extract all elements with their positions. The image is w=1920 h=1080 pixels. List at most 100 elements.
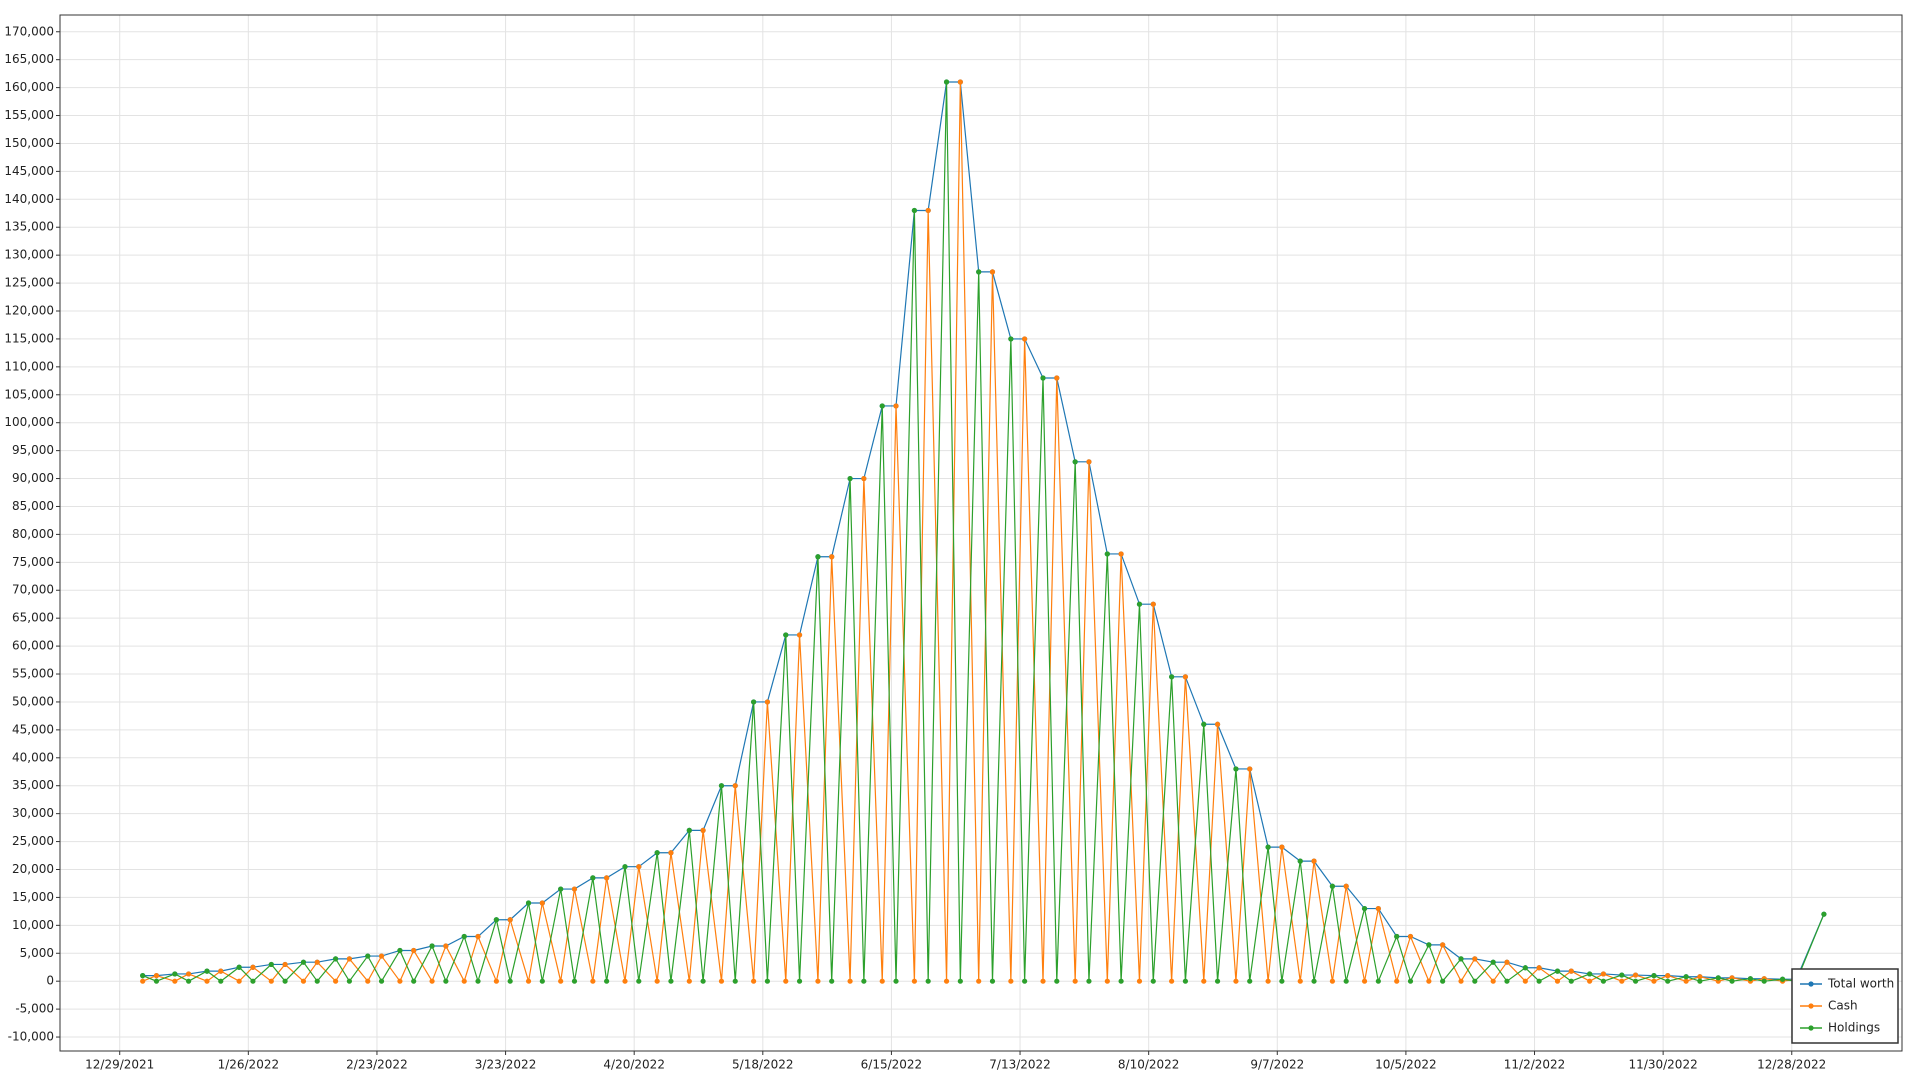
point <box>1297 978 1303 984</box>
point <box>1086 978 1092 984</box>
point <box>397 978 403 984</box>
y-tick-label: 20,000 <box>12 862 54 876</box>
point <box>1587 971 1593 977</box>
point <box>1600 978 1607 984</box>
legend: Total worth Cash Holdings <box>1791 968 1899 1044</box>
point <box>1426 942 1432 948</box>
point <box>686 827 692 833</box>
point <box>1407 978 1414 984</box>
point <box>783 632 789 638</box>
point <box>861 978 867 984</box>
x-tick-label: 1/26/2022 <box>218 1058 280 1072</box>
point <box>539 978 545 984</box>
point <box>153 973 160 979</box>
point <box>282 961 288 968</box>
point <box>1072 459 1078 465</box>
point <box>1201 721 1207 727</box>
point <box>1233 766 1239 772</box>
point <box>218 978 224 984</box>
point <box>558 886 564 892</box>
y-tick-label: 115,000 <box>4 331 54 345</box>
x-tick-label: 6/15/2022 <box>861 1058 923 1072</box>
point <box>636 978 642 984</box>
point <box>861 475 867 482</box>
point <box>847 978 853 984</box>
y-tick-label: 5,000 <box>20 946 54 960</box>
point <box>1201 978 1207 984</box>
point <box>732 978 738 984</box>
x-tick-label: 12/28/2022 <box>1757 1058 1826 1072</box>
point <box>1361 978 1368 984</box>
point <box>943 978 950 984</box>
point <box>1136 601 1143 607</box>
point <box>925 978 931 984</box>
point <box>236 978 242 984</box>
x-tick-label: 8/10/2022 <box>1118 1058 1180 1072</box>
y-tick-label: 65,000 <box>12 611 54 625</box>
y-tick-label: 105,000 <box>4 387 54 401</box>
point <box>250 964 256 970</box>
point <box>989 269 996 275</box>
point <box>378 978 385 984</box>
point <box>1522 978 1528 984</box>
point <box>751 699 757 705</box>
point <box>250 978 256 984</box>
x-tick-label: 7/13/2022 <box>989 1058 1051 1072</box>
point <box>1761 978 1767 984</box>
point <box>571 978 578 984</box>
y-tick-label: 25,000 <box>12 834 54 848</box>
point <box>636 864 642 870</box>
point <box>1458 978 1464 984</box>
point <box>1054 375 1060 381</box>
legend-marker <box>1808 1025 1814 1031</box>
point <box>911 207 917 214</box>
point <box>1426 978 1432 984</box>
point <box>1715 975 1721 981</box>
point <box>507 917 513 923</box>
point <box>1118 551 1124 557</box>
point <box>1587 978 1593 984</box>
y-tick-label: 120,000 <box>4 304 54 318</box>
point <box>1150 601 1156 607</box>
point <box>1040 375 1046 381</box>
point <box>1632 972 1639 978</box>
point <box>622 864 628 870</box>
point <box>700 827 706 833</box>
y-tick-label: 70,000 <box>12 583 54 597</box>
point <box>668 978 674 984</box>
point <box>186 971 192 977</box>
point <box>140 973 146 979</box>
point <box>300 978 307 984</box>
point <box>333 956 339 962</box>
point <box>172 971 178 977</box>
point <box>796 632 803 638</box>
legend-label: Cash <box>1828 999 1858 1013</box>
y-tick-label: 150,000 <box>4 136 54 150</box>
y-tick-label: 165,000 <box>4 52 54 66</box>
point <box>525 978 532 984</box>
point <box>1440 978 1446 984</box>
point <box>346 956 352 962</box>
point <box>1361 905 1368 912</box>
point <box>604 875 610 881</box>
x-tick-label: 2/23/2022 <box>346 1058 408 1072</box>
point <box>1554 978 1561 984</box>
y-tick-label: 90,000 <box>12 471 54 485</box>
point <box>1779 976 1786 982</box>
point <box>1536 965 1542 971</box>
point <box>1554 968 1561 974</box>
point <box>1279 844 1285 850</box>
point <box>1247 766 1253 772</box>
y-tick-label: 40,000 <box>12 750 54 764</box>
point <box>411 947 417 954</box>
point <box>1008 336 1014 342</box>
point <box>764 978 771 984</box>
legend-marker <box>1808 1003 1814 1009</box>
y-tick-label: 130,000 <box>4 248 54 262</box>
y-tick-label: 110,000 <box>4 359 54 373</box>
point <box>847 475 853 482</box>
point <box>140 978 146 984</box>
point <box>507 978 513 984</box>
point <box>1072 978 1078 984</box>
